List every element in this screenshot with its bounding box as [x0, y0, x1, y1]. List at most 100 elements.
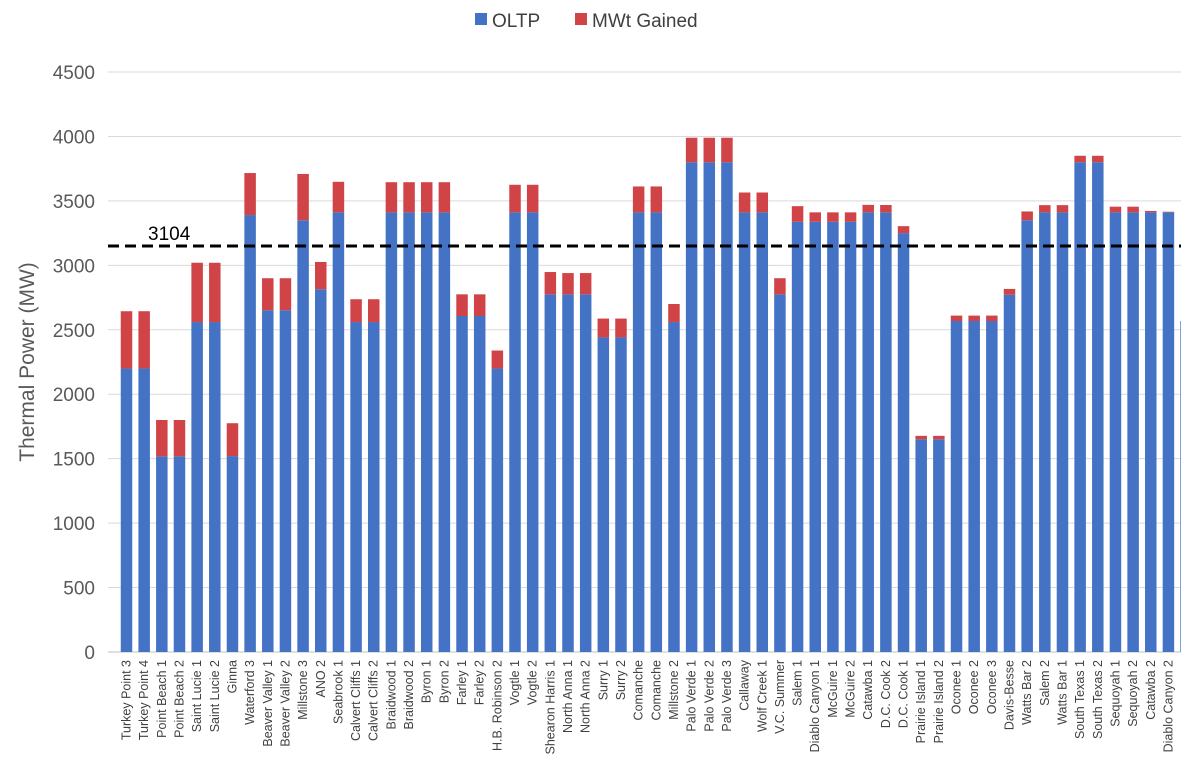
bar-oltp	[456, 315, 468, 652]
bar-mwt-gained	[138, 311, 150, 369]
bar-oltp	[968, 321, 980, 652]
bar-mwt-gained	[1074, 155, 1086, 163]
bar-oltp	[897, 233, 910, 652]
legend-label-oltp: OLTP	[492, 11, 540, 32]
x-tick-label: Byron 1	[420, 660, 434, 703]
x-tick-label: Prairie Island 2	[932, 660, 946, 743]
bar-oltp	[915, 439, 927, 652]
bar-oltp	[862, 212, 874, 653]
x-tick-label: Millstone 2	[667, 660, 681, 720]
x-tick-label: Palo Verde 1	[685, 660, 699, 732]
bar-oltp	[1074, 162, 1086, 652]
x-tick-label: Sequoyah 2	[1126, 660, 1140, 727]
x-tick-label: Prairie Island 1	[914, 660, 928, 743]
bar-mwt-gained	[385, 182, 398, 213]
x-tick-label: Vogtle 2	[526, 660, 540, 705]
x-tick-label: Point Beach 2	[172, 660, 186, 738]
x-tick-label: D.C. Cook 1	[897, 660, 911, 728]
x-tick-label: ANO 2	[314, 660, 328, 698]
bar-mwt-gained	[562, 273, 574, 295]
bar-mwt-gained	[120, 311, 133, 369]
bar-oltp	[209, 322, 221, 652]
y-tick-labels: 0 500 1000 1500 2000 2500 3000 3500 4000 4500	[53, 63, 95, 664]
bar-mwt-gained	[509, 184, 521, 213]
bar-mwt-gained	[191, 262, 203, 323]
bar-oltp	[385, 212, 398, 653]
bar-oltp	[526, 212, 539, 653]
x-tick-label: South Texas 1	[1073, 660, 1087, 739]
x-tick-label: Ginna	[225, 660, 239, 693]
x-tick-label: Calvert Cliffs 1	[349, 660, 363, 741]
bar-mwt-gained	[1127, 206, 1139, 213]
bar-oltp	[138, 368, 150, 652]
bar-oltp	[615, 337, 627, 652]
bar-mwt-gained	[226, 423, 239, 457]
x-tick-label: Shearon Harris 1	[543, 660, 557, 755]
bar-oltp	[1109, 212, 1122, 653]
bar-mwt-gained	[685, 137, 698, 163]
x-tick-label: Diablo Canyon 1	[808, 660, 822, 752]
x-tick-label: Oconee 2	[967, 660, 981, 714]
bar-oltp	[1021, 220, 1033, 652]
x-tick-label: Palo Verde 2	[702, 660, 716, 732]
x-tick-label: ANO 1	[1179, 660, 1181, 698]
y-tick-label: 3500	[53, 192, 95, 213]
x-tick-label: Catawba 1	[861, 660, 875, 720]
x-tick-label: Surry 1	[596, 660, 610, 700]
bar-oltp	[1056, 212, 1069, 653]
x-tick-label: Watts Bar 1	[1055, 660, 1069, 725]
bar-oltp	[933, 439, 945, 652]
x-tick-label: Salem 1	[791, 660, 805, 706]
x-tick-label: North Anna 2	[579, 660, 593, 733]
bar-oltp	[986, 321, 998, 652]
bar-mwt-gained	[738, 192, 751, 213]
bar-mwt-gained	[933, 435, 945, 440]
bar-oltp	[191, 322, 203, 652]
x-tick-label: Saint Lucie 1	[190, 660, 204, 732]
bar-mwt-gained	[544, 272, 557, 295]
y-tick-label: 3000	[53, 256, 95, 277]
bar-oltp	[809, 221, 821, 652]
x-tick-label: Catawba 2	[1144, 660, 1158, 720]
bar-mwt-gained	[438, 182, 451, 213]
x-tick-label: Surry 2	[614, 660, 628, 700]
bar-mwt-gained	[809, 212, 821, 222]
bar-mwt-gained	[597, 318, 610, 338]
bar-oltp	[685, 162, 698, 652]
bar-oltp	[491, 368, 504, 652]
bar-mwt-gained	[632, 186, 645, 213]
bar-oltp	[367, 322, 380, 652]
x-tick-label: Calvert Cliffs 2	[367, 660, 381, 741]
x-tick-label: Turkey Point 4	[137, 660, 151, 740]
x-tick-label: Farley 1	[455, 660, 469, 705]
x-tick-label: H.B. Robinson 2	[490, 660, 504, 751]
x-tick-label: McGuire 2	[844, 660, 858, 718]
bar-mwt-gained	[403, 182, 415, 213]
bar-oltp	[827, 221, 839, 652]
bar-mwt-gained	[1109, 206, 1122, 213]
bar-mwt-gained	[1021, 211, 1033, 221]
bars	[120, 137, 1181, 653]
bar-oltp	[262, 310, 274, 652]
bar-oltp	[244, 215, 256, 653]
x-tick-label: Turkey Point 3	[120, 660, 134, 740]
bar-oltp	[1162, 212, 1175, 653]
x-tick-label: South Texas 2	[1091, 660, 1105, 739]
x-tick-label: Davis-Besse	[1003, 660, 1017, 730]
x-tick-label: Comanche	[632, 660, 646, 720]
bar-mwt-gained	[332, 181, 345, 213]
bar-mwt-gained	[173, 420, 186, 457]
x-tick-label: Wolf Creek 1	[755, 660, 769, 732]
bar-mwt-gained	[915, 435, 927, 440]
bar-mwt-gained	[473, 294, 486, 316]
x-tick-label: Sequoyah 1	[1108, 660, 1122, 727]
bar-mwt-gained	[279, 278, 292, 311]
x-tick-label: Comanche	[649, 660, 663, 720]
bar-oltp	[880, 212, 892, 653]
bar-oltp	[562, 294, 574, 652]
bar-mwt-gained	[420, 182, 433, 213]
bar-mwt-gained	[968, 315, 980, 322]
x-tick-label: Beaver Valley 1	[261, 660, 275, 747]
bar-oltp	[738, 212, 751, 653]
